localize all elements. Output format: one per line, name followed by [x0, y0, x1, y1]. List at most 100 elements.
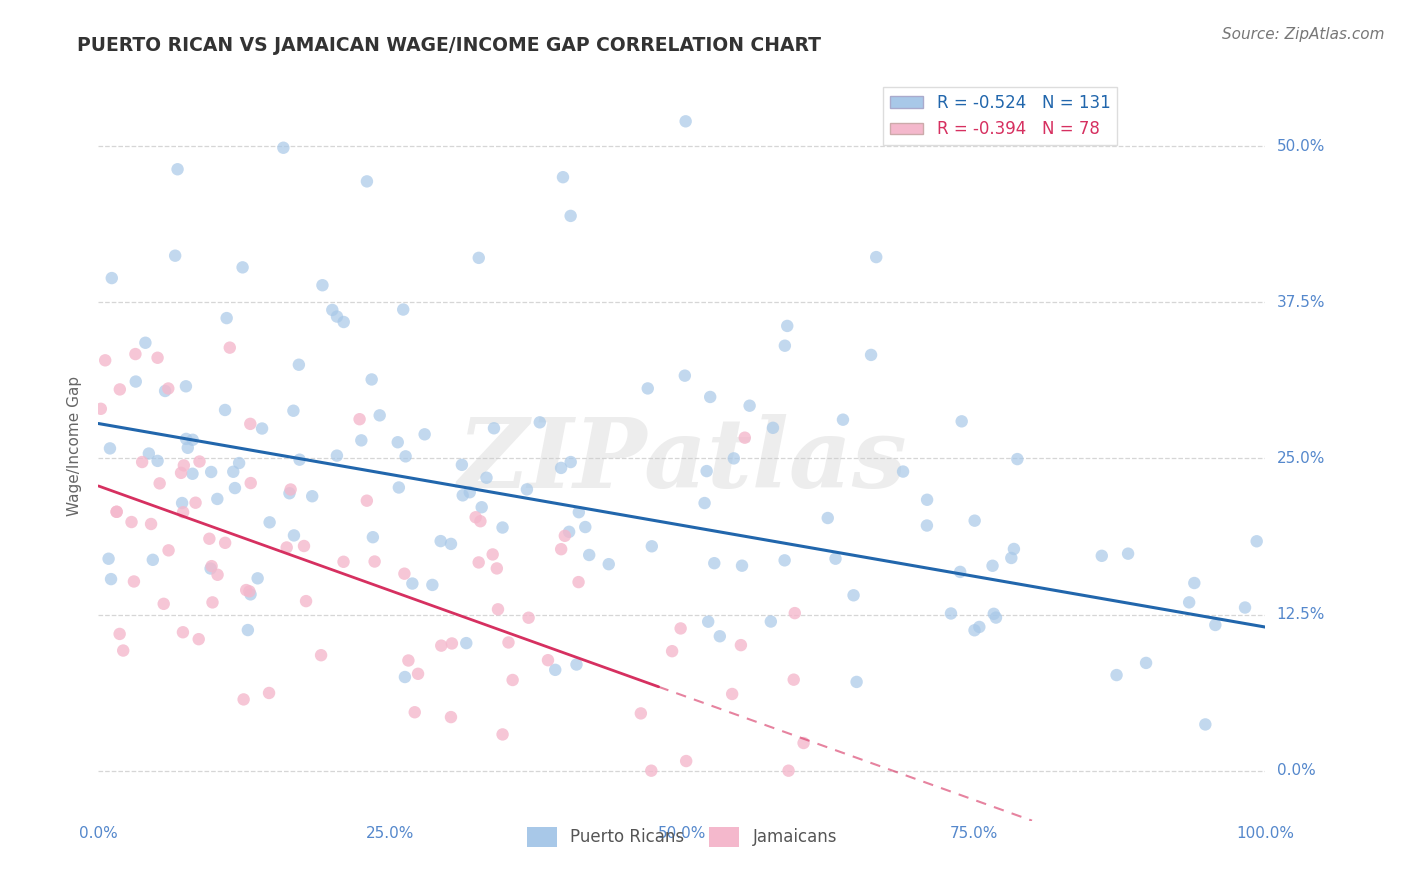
Point [464, 510, 486, 524]
Point [121, 515, 143, 529]
Point [278, 486, 301, 500]
Point [456, 636, 478, 650]
Point [699, 390, 721, 404]
Point [228, 456, 250, 470]
Point [394, 566, 416, 581]
Point [181, 433, 204, 447]
Point [1194, 717, 1216, 731]
Point [482, 421, 505, 435]
Point [640, 764, 662, 778]
Point [356, 493, 378, 508]
Point [157, 543, 180, 558]
Point [468, 251, 491, 265]
Point [101, 271, 124, 285]
Point [963, 514, 986, 528]
Point [560, 455, 582, 469]
Point [184, 496, 207, 510]
Point [1246, 534, 1268, 549]
Point [574, 520, 596, 534]
Point [950, 414, 973, 428]
Point [832, 412, 855, 426]
Text: 37.5%: 37.5% [1277, 295, 1324, 310]
Point [188, 454, 211, 468]
Point [1105, 668, 1128, 682]
Point [578, 548, 600, 562]
Point [759, 615, 782, 629]
Point [235, 583, 257, 598]
Point [387, 435, 409, 450]
Point [637, 381, 659, 395]
Point [177, 441, 200, 455]
Point [200, 561, 222, 575]
Point [172, 625, 194, 640]
Point [451, 458, 474, 472]
Point [860, 348, 883, 362]
Point [174, 379, 197, 393]
Point [558, 524, 581, 539]
Point [246, 571, 269, 585]
Point [949, 565, 972, 579]
Point [554, 529, 576, 543]
Point [218, 341, 240, 355]
Point [259, 516, 281, 530]
Point [138, 446, 160, 460]
Point [326, 449, 349, 463]
Point [915, 518, 938, 533]
Point [773, 339, 796, 353]
Point [1204, 618, 1226, 632]
Point [560, 209, 582, 223]
Point [165, 249, 187, 263]
Point [401, 576, 423, 591]
Point [146, 454, 169, 468]
Text: ZIPatlas: ZIPatlas [457, 414, 907, 508]
Point [550, 461, 572, 475]
Point [502, 673, 524, 687]
Point [517, 611, 540, 625]
Point [288, 358, 311, 372]
Point [134, 335, 156, 350]
Point [824, 551, 846, 566]
Y-axis label: Wage/Income Gap: Wage/Income Gap [67, 376, 83, 516]
Point [311, 278, 333, 293]
Point [283, 528, 305, 542]
Point [207, 491, 229, 506]
Legend: Puerto Ricans, Jamaicans: Puerto Ricans, Jamaicans [520, 820, 844, 854]
Point [98, 442, 121, 456]
Point [201, 595, 224, 609]
Point [394, 670, 416, 684]
Point [224, 481, 246, 495]
Point [214, 403, 236, 417]
Point [181, 467, 204, 481]
Point [969, 620, 991, 634]
Point [392, 302, 415, 317]
Point [236, 623, 259, 637]
Point [776, 318, 799, 333]
Point [491, 520, 513, 534]
Point [149, 476, 172, 491]
Point [565, 657, 588, 672]
Point [222, 465, 245, 479]
Point [939, 607, 962, 621]
Point [201, 559, 224, 574]
Point [1000, 551, 1022, 566]
Point [198, 532, 221, 546]
Point [214, 536, 236, 550]
Text: 0.0%: 0.0% [1277, 764, 1315, 778]
Point [723, 451, 745, 466]
Point [309, 648, 332, 663]
Point [865, 250, 887, 264]
Point [440, 537, 463, 551]
Point [108, 627, 131, 641]
Point [413, 427, 436, 442]
Point [529, 415, 551, 429]
Point [675, 754, 697, 768]
Point [1234, 600, 1257, 615]
Point [292, 539, 315, 553]
Point [174, 432, 197, 446]
Point [981, 558, 1004, 573]
Point [97, 551, 120, 566]
Point [170, 466, 193, 480]
Point [172, 496, 194, 510]
Point [730, 638, 752, 652]
Point [396, 653, 419, 667]
